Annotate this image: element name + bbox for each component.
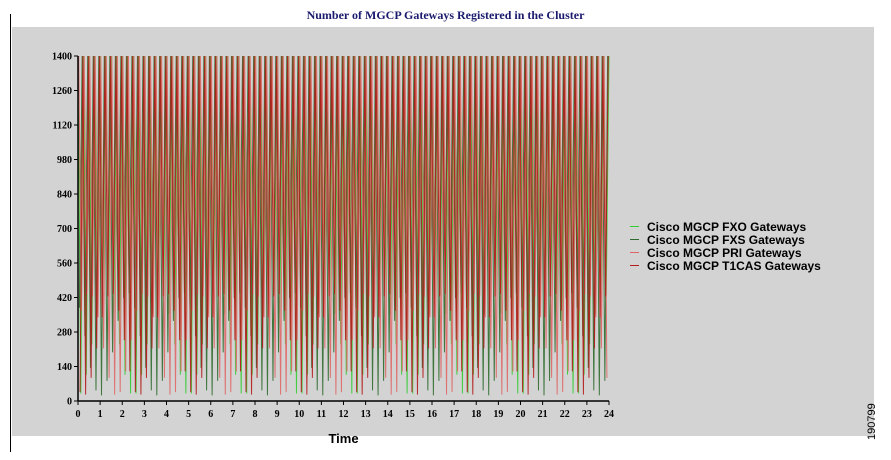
x-tick-label: 14: [383, 409, 393, 420]
x-tick-label: 11: [317, 409, 326, 420]
x-tick-label: 4: [164, 409, 169, 420]
legend-label: Cisco MGCP FXS Gateways: [647, 233, 805, 247]
legend-swatch: [630, 252, 639, 253]
y-tick-label: 0: [67, 397, 72, 408]
x-tick-label: 24: [604, 409, 614, 420]
x-tick-label: 8: [253, 409, 258, 420]
x-tick-label: 2: [120, 409, 125, 420]
x-tick-label: 20: [516, 409, 526, 420]
y-tick-label: 1400: [52, 52, 72, 63]
legend-label: Cisco MGCP PRI Gateways: [647, 246, 802, 260]
x-tick-label: 1: [98, 409, 103, 420]
legend-item: Cisco MGCP FXS Gateways: [630, 233, 821, 246]
legend-label: Cisco MGCP FXO Gateways: [647, 220, 806, 234]
y-axis-ticks: 0 140 280 420 560 700 840 980 1120 1260 1400: [52, 52, 78, 408]
x-tick-label: 21: [538, 409, 548, 420]
x-tick-label: 19: [493, 409, 503, 420]
chart-legend: Cisco MGCP FXO Gateways Cisco MGCP FXS Ga…: [630, 220, 821, 272]
x-tick-label: 18: [471, 409, 481, 420]
y-tick-label: 140: [57, 362, 72, 373]
y-tick-label: 420: [57, 293, 72, 304]
legend-item: Cisco MGCP FXO Gateways: [630, 220, 821, 233]
y-tick-label: 700: [57, 224, 72, 235]
x-tick-label: 22: [560, 409, 570, 420]
x-tick-label: 13: [361, 409, 371, 420]
legend-swatch: [630, 265, 639, 266]
legend-swatch: [630, 226, 639, 227]
x-tick-label: 12: [339, 409, 349, 420]
x-axis-title: Time: [328, 431, 358, 446]
x-tick-label: 23: [582, 409, 592, 420]
x-axis-ticks: 0 1 2 3 4 5 6 7 8 9 10 11 12 13 14 15 16 17 18 19 20 21 22 23 24: [76, 401, 615, 420]
x-tick-label: 17: [449, 409, 459, 420]
x-tick-label: 6: [208, 409, 213, 420]
x-tick-label: 5: [186, 409, 191, 420]
x-tick-label: 15: [405, 409, 415, 420]
figure-id: 190799: [866, 403, 878, 440]
y-tick-label: 1260: [52, 86, 72, 97]
y-tick-label: 840: [57, 190, 72, 201]
x-tick-label: 9: [275, 409, 280, 420]
x-tick-label: 10: [294, 409, 304, 420]
legend-swatch: [630, 239, 639, 240]
y-tick-label: 980: [57, 155, 72, 166]
y-tick-label: 1120: [53, 121, 72, 132]
legend-label: Cisco MGCP T1CAS Gateways: [647, 259, 821, 273]
series-lines: [78, 56, 609, 395]
x-tick-label: 3: [142, 409, 147, 420]
y-tick-label: 560: [57, 259, 72, 270]
legend-item: Cisco MGCP T1CAS Gateways: [630, 259, 821, 272]
x-tick-label: 0: [76, 409, 81, 420]
legend-item: Cisco MGCP PRI Gateways: [630, 246, 821, 259]
y-tick-label: 280: [57, 328, 72, 339]
x-tick-label: 16: [427, 409, 437, 420]
x-tick-label: 7: [230, 409, 235, 420]
